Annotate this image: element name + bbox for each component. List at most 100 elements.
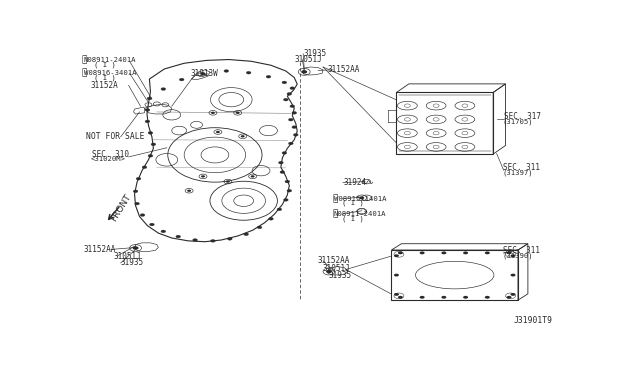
- Circle shape: [278, 161, 284, 164]
- Circle shape: [442, 251, 446, 254]
- Text: 31935: 31935: [121, 259, 144, 267]
- Circle shape: [176, 235, 180, 238]
- Circle shape: [226, 180, 230, 183]
- Circle shape: [148, 131, 153, 134]
- Circle shape: [511, 274, 515, 276]
- Text: 31051J: 31051J: [294, 55, 322, 64]
- Text: W08915-1401A: W08915-1401A: [334, 196, 387, 202]
- Circle shape: [161, 88, 166, 90]
- Circle shape: [224, 70, 228, 73]
- Circle shape: [292, 112, 297, 114]
- Circle shape: [394, 293, 399, 296]
- Circle shape: [136, 177, 141, 180]
- Text: 31935: 31935: [303, 49, 326, 58]
- Text: (31390): (31390): [502, 252, 533, 259]
- Text: W08916-3401A: W08916-3401A: [84, 70, 136, 76]
- Circle shape: [506, 296, 511, 299]
- Text: ( I ): ( I ): [94, 61, 116, 68]
- Circle shape: [284, 199, 288, 201]
- Text: NOT FOR SALE: NOT FOR SALE: [86, 132, 145, 141]
- Text: 31152AA: 31152AA: [327, 65, 360, 74]
- Circle shape: [269, 217, 273, 220]
- Circle shape: [285, 180, 290, 183]
- Circle shape: [290, 105, 294, 108]
- Text: (31397): (31397): [502, 169, 533, 176]
- Text: N08911-2401A: N08911-2401A: [334, 211, 387, 217]
- Circle shape: [140, 214, 145, 217]
- Text: (31705): (31705): [502, 119, 533, 125]
- Circle shape: [287, 189, 292, 192]
- Circle shape: [394, 254, 399, 257]
- Text: ( I ): ( I ): [342, 215, 364, 222]
- Circle shape: [142, 166, 147, 169]
- Circle shape: [133, 190, 138, 193]
- Text: SEC. 317: SEC. 317: [504, 112, 541, 121]
- Text: Ⓝ: Ⓝ: [82, 55, 87, 64]
- Circle shape: [398, 251, 403, 254]
- Circle shape: [511, 254, 515, 257]
- Text: <31020M>: <31020M>: [91, 156, 126, 162]
- Circle shape: [134, 202, 140, 205]
- Circle shape: [292, 126, 297, 128]
- Bar: [392, 250, 518, 300]
- Circle shape: [420, 296, 424, 299]
- Circle shape: [280, 171, 285, 173]
- Circle shape: [511, 293, 515, 296]
- Text: SEC. 310: SEC. 310: [92, 150, 129, 158]
- Circle shape: [394, 274, 399, 276]
- Circle shape: [236, 112, 240, 114]
- Circle shape: [216, 131, 220, 133]
- Circle shape: [200, 73, 205, 75]
- Circle shape: [246, 71, 251, 74]
- Circle shape: [282, 151, 287, 154]
- Text: Ⓦ: Ⓦ: [332, 194, 338, 203]
- Circle shape: [506, 251, 511, 254]
- Circle shape: [420, 251, 424, 254]
- Text: Ⓝ: Ⓝ: [332, 209, 338, 218]
- Text: SEC. 311: SEC. 311: [502, 163, 540, 172]
- Text: FRONT: FRONT: [109, 192, 133, 223]
- Circle shape: [241, 135, 244, 137]
- Circle shape: [148, 154, 153, 157]
- Text: 31152AA: 31152AA: [317, 256, 349, 265]
- Circle shape: [147, 97, 152, 100]
- Text: 31924: 31924: [344, 178, 367, 187]
- Circle shape: [244, 233, 248, 235]
- Circle shape: [145, 120, 150, 123]
- Text: ( I ): ( I ): [342, 199, 364, 206]
- Text: Ⓦ: Ⓦ: [82, 68, 87, 77]
- Circle shape: [485, 296, 490, 299]
- Circle shape: [277, 208, 282, 211]
- Circle shape: [301, 70, 307, 74]
- Text: 31051J: 31051J: [322, 264, 350, 273]
- Circle shape: [187, 190, 191, 192]
- Circle shape: [211, 112, 215, 114]
- Text: 31051J: 31051J: [114, 251, 141, 260]
- Text: J31901T9: J31901T9: [514, 316, 553, 325]
- Text: N08911-2401A: N08911-2401A: [84, 57, 136, 63]
- Circle shape: [290, 87, 294, 90]
- Circle shape: [227, 237, 232, 240]
- Circle shape: [211, 240, 215, 242]
- Bar: [396, 93, 493, 154]
- Circle shape: [201, 175, 205, 177]
- Circle shape: [150, 223, 154, 226]
- Circle shape: [463, 251, 468, 254]
- Text: ( I ): ( I ): [94, 74, 116, 81]
- Circle shape: [132, 246, 138, 250]
- Circle shape: [289, 142, 293, 145]
- Circle shape: [145, 109, 150, 111]
- Circle shape: [289, 118, 293, 121]
- Circle shape: [287, 93, 292, 95]
- Circle shape: [251, 175, 255, 177]
- Circle shape: [284, 98, 288, 101]
- Circle shape: [442, 296, 446, 299]
- Circle shape: [179, 78, 184, 81]
- Circle shape: [359, 196, 364, 199]
- Circle shape: [282, 81, 287, 84]
- Circle shape: [326, 270, 332, 273]
- Text: 31935: 31935: [329, 271, 352, 280]
- Circle shape: [398, 296, 403, 299]
- Circle shape: [485, 251, 490, 254]
- Text: 31152AA: 31152AA: [84, 245, 116, 254]
